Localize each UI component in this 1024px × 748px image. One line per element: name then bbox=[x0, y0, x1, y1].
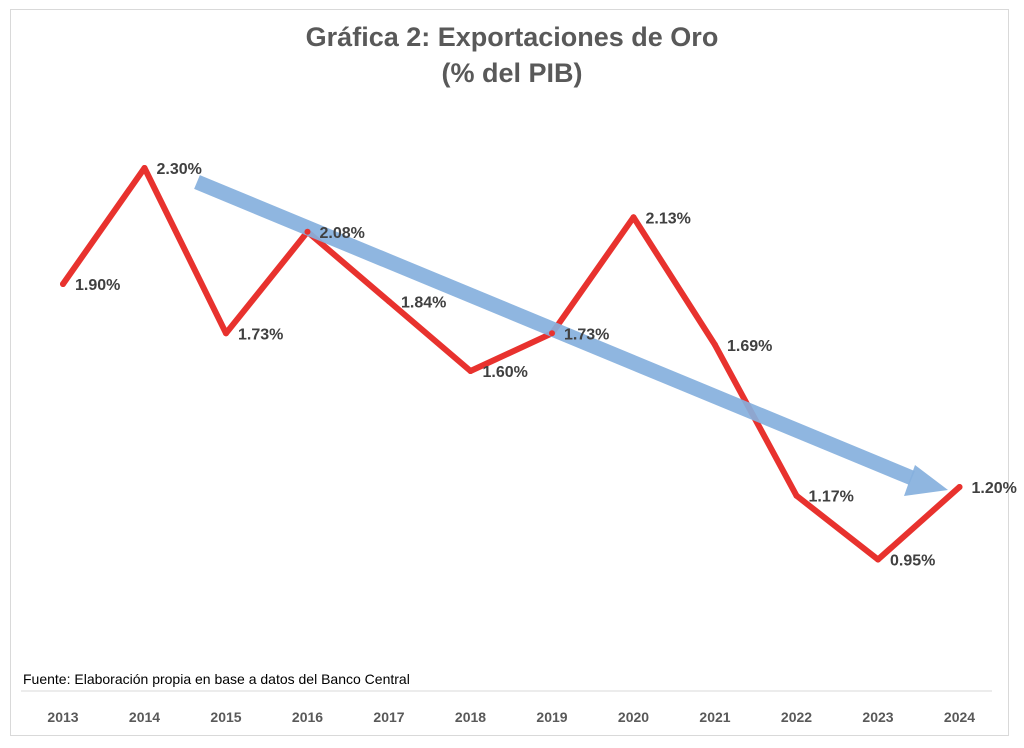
data-point bbox=[60, 281, 66, 287]
data-point bbox=[956, 484, 963, 490]
data-point bbox=[793, 492, 800, 499]
data-point bbox=[386, 298, 392, 305]
x-tick-label: 2023 bbox=[862, 709, 893, 725]
data-point bbox=[549, 330, 555, 337]
data-label: 1.69% bbox=[727, 338, 772, 355]
x-tick-label: 2020 bbox=[618, 709, 649, 725]
x-tick-label: 2018 bbox=[455, 709, 486, 725]
data-label: 1.73% bbox=[564, 326, 609, 343]
x-tick-label: 2014 bbox=[129, 709, 160, 725]
data-label: 2.13% bbox=[646, 210, 691, 227]
chart-source: Fuente: Elaboración propia en base a dat… bbox=[23, 671, 410, 687]
series-line bbox=[60, 165, 963, 563]
x-tick-label: 2019 bbox=[536, 709, 567, 725]
chart-frame bbox=[10, 9, 1009, 736]
data-label: 2.30% bbox=[157, 161, 202, 178]
data-label: 2.08% bbox=[320, 225, 365, 242]
x-tick-label: 2017 bbox=[373, 709, 404, 725]
x-tick-label: 2021 bbox=[699, 709, 730, 725]
chart-title: Gráfica 2: Exportaciones de Oro bbox=[305, 22, 719, 52]
x-tick-label: 2016 bbox=[292, 709, 323, 725]
data-label: 1.84% bbox=[401, 294, 446, 311]
data-label: 1.73% bbox=[238, 326, 283, 343]
data-point bbox=[141, 165, 148, 171]
x-tick-label: 2013 bbox=[47, 709, 78, 725]
data-label: 1.60% bbox=[483, 364, 528, 381]
data-point bbox=[467, 368, 474, 374]
data-label: 0.95% bbox=[890, 553, 935, 570]
data-point bbox=[304, 228, 311, 235]
data-point bbox=[223, 330, 229, 337]
data-label: 1.20% bbox=[972, 480, 1017, 497]
data-point bbox=[712, 341, 718, 348]
x-tick-label: 2024 bbox=[944, 709, 975, 725]
data-point bbox=[875, 556, 881, 563]
x-tick-label: 2015 bbox=[210, 709, 241, 725]
data-label: 1.17% bbox=[809, 489, 854, 506]
trend-arrow-shaft bbox=[194, 175, 915, 485]
x-tick-label: 2022 bbox=[781, 709, 812, 725]
data-label: 1.90% bbox=[75, 277, 120, 294]
chart-subtitle: (% del PIB) bbox=[441, 58, 583, 88]
data-point bbox=[630, 214, 637, 221]
trend-arrow-head bbox=[904, 465, 948, 496]
